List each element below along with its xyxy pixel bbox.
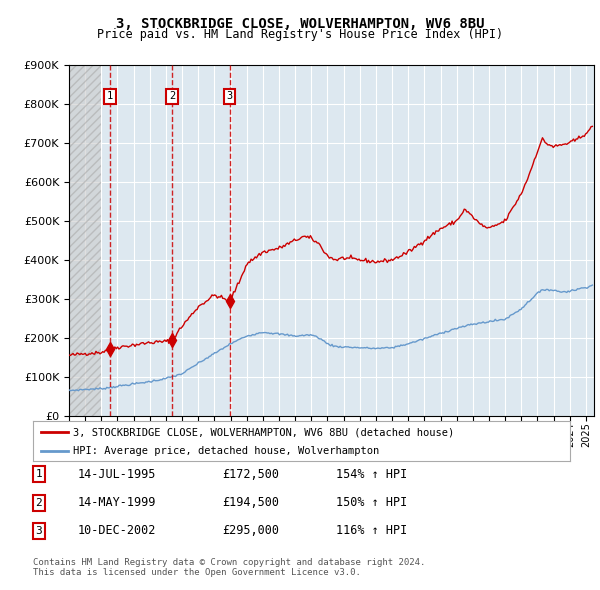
Text: £194,500: £194,500 — [222, 496, 279, 509]
Text: 1: 1 — [35, 470, 43, 479]
Text: Price paid vs. HM Land Registry's House Price Index (HPI): Price paid vs. HM Land Registry's House … — [97, 28, 503, 41]
Text: 14-JUL-1995: 14-JUL-1995 — [78, 468, 157, 481]
Text: 3, STOCKBRIDGE CLOSE, WOLVERHAMPTON, WV6 8BU: 3, STOCKBRIDGE CLOSE, WOLVERHAMPTON, WV6… — [116, 17, 484, 31]
Text: 3: 3 — [35, 526, 43, 536]
Text: 14-MAY-1999: 14-MAY-1999 — [78, 496, 157, 509]
Text: 3: 3 — [226, 91, 233, 101]
Text: 10-DEC-2002: 10-DEC-2002 — [78, 525, 157, 537]
Text: 150% ↑ HPI: 150% ↑ HPI — [336, 496, 407, 509]
Text: 2: 2 — [35, 498, 43, 507]
Text: £295,000: £295,000 — [222, 525, 279, 537]
Text: 2: 2 — [169, 91, 175, 101]
Bar — [69, 65, 101, 416]
Text: HPI: Average price, detached house, Wolverhampton: HPI: Average price, detached house, Wolv… — [73, 445, 380, 455]
Text: 116% ↑ HPI: 116% ↑ HPI — [336, 525, 407, 537]
Text: £172,500: £172,500 — [222, 468, 279, 481]
Text: 1: 1 — [107, 91, 113, 101]
Text: Contains HM Land Registry data © Crown copyright and database right 2024.
This d: Contains HM Land Registry data © Crown c… — [33, 558, 425, 577]
Text: 154% ↑ HPI: 154% ↑ HPI — [336, 468, 407, 481]
Text: 3, STOCKBRIDGE CLOSE, WOLVERHAMPTON, WV6 8BU (detached house): 3, STOCKBRIDGE CLOSE, WOLVERHAMPTON, WV6… — [73, 427, 455, 437]
